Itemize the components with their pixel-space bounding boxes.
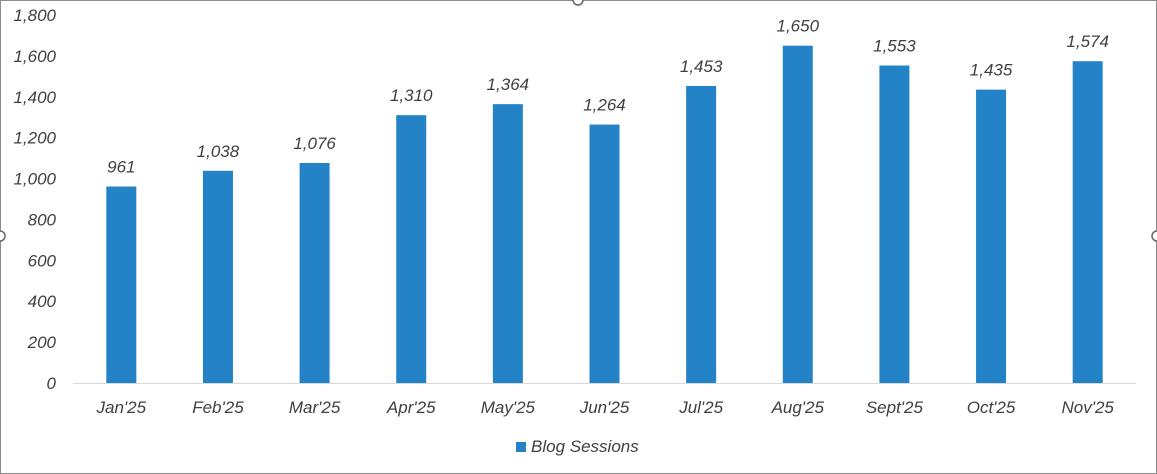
- data-label: 1,310: [390, 86, 433, 105]
- x-tick-label: Jun'25: [579, 398, 630, 417]
- y-tick-label: 200: [27, 333, 57, 352]
- x-tick-label: Sept'25: [866, 398, 924, 417]
- resize-handle-right[interactable]: [1151, 230, 1157, 242]
- bar: [1072, 61, 1103, 384]
- data-label: 1,038: [197, 142, 240, 161]
- bar: [106, 186, 137, 383]
- data-label: 961: [107, 158, 135, 177]
- bar: [589, 124, 620, 384]
- x-tick-label: Nov'25: [1061, 398, 1114, 417]
- y-tick-label: 600: [28, 251, 57, 270]
- bar: [782, 45, 813, 384]
- legend-label: Blog Sessions: [531, 437, 639, 456]
- data-label: 1,453: [680, 57, 723, 76]
- data-label: 1,264: [583, 96, 626, 115]
- bar: [976, 89, 1007, 383]
- data-label: 1,435: [970, 61, 1013, 80]
- bar: [492, 104, 523, 383]
- legend-swatch: [516, 442, 526, 452]
- bar: [686, 85, 717, 383]
- y-tick-label: 1,000: [13, 170, 56, 189]
- x-tick-label: Oct'25: [967, 398, 1016, 417]
- plot-area: 0 200 400 600 800 1,000 1,200 1,400 1,600 1,800 96…: [13, 6, 1136, 417]
- x-tick-label: Jul'25: [678, 398, 723, 417]
- x-tick-label: May'25: [481, 398, 536, 417]
- y-tick-label: 1,600: [13, 47, 56, 66]
- data-label: 1,650: [776, 17, 819, 36]
- legend: Blog Sessions: [516, 437, 639, 456]
- data-label: 1,574: [1066, 32, 1109, 51]
- y-tick-label: 800: [28, 210, 57, 229]
- data-label: 1,553: [873, 36, 916, 55]
- y-tick-label: 1,200: [13, 129, 56, 148]
- x-tick-label: Apr'25: [386, 398, 436, 417]
- y-tick-label: 400: [28, 292, 57, 311]
- bar: [396, 115, 427, 383]
- x-tick-label: Feb'25: [192, 398, 244, 417]
- y-tick-label: 1,400: [13, 88, 56, 107]
- data-label: 1,364: [487, 75, 530, 94]
- resize-handle-top[interactable]: [572, 0, 584, 6]
- x-tick-label: Jan'25: [96, 398, 147, 417]
- data-label: 1,076: [293, 134, 336, 153]
- x-tick-label: Mar'25: [289, 398, 341, 417]
- y-tick-label: 1,800: [13, 6, 56, 25]
- bar: [202, 170, 233, 383]
- y-tick-label: 0: [47, 374, 57, 393]
- bar: [879, 65, 910, 384]
- resize-handle-left[interactable]: [0, 230, 6, 242]
- bar: [299, 163, 330, 383]
- x-tick-label: Aug'25: [771, 398, 825, 417]
